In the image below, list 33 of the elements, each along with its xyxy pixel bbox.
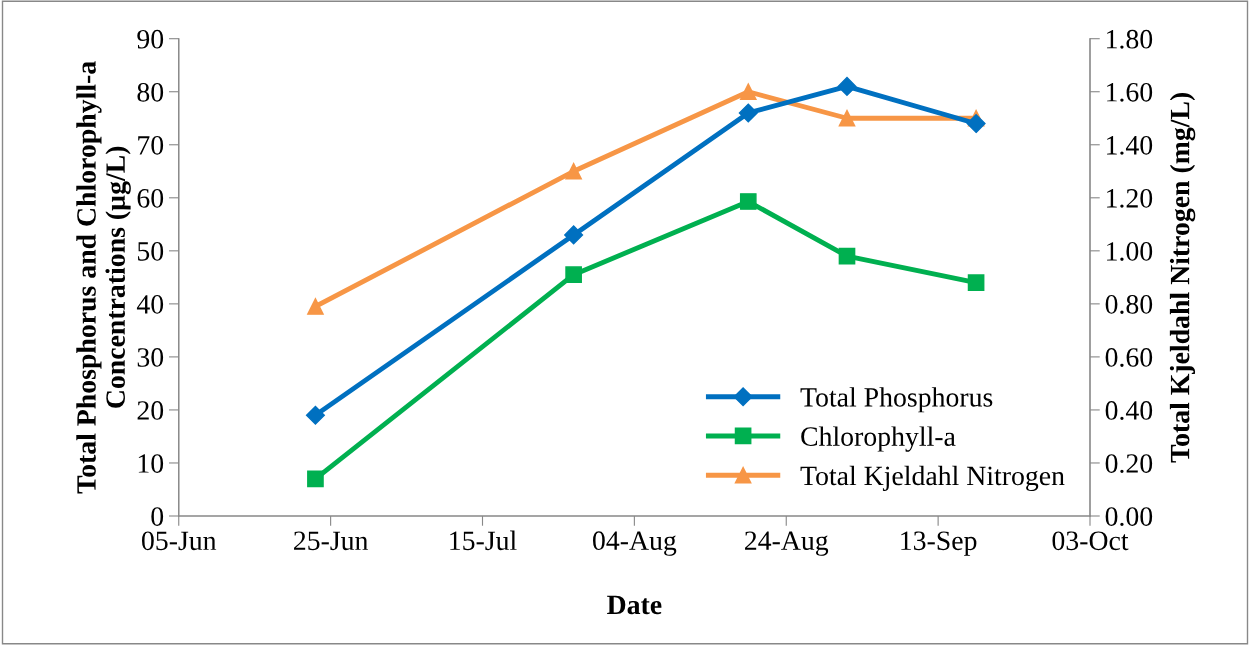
y2-axis-title: Total Kjeldahl Nitrogen (mg/L) bbox=[1169, 92, 1196, 463]
x-tick-label: 24-Aug bbox=[745, 531, 829, 556]
x-axis-title: Date bbox=[607, 595, 662, 615]
x-tick-label: 03-Oct bbox=[1052, 531, 1129, 551]
y-tick-label: 90 bbox=[137, 29, 164, 49]
y-tick-label: 40 bbox=[136, 295, 164, 314]
y2-tick-label: 1.20 bbox=[1107, 188, 1153, 208]
y2-tick-label: 1.80 bbox=[1107, 29, 1153, 49]
legend-label: Total Phosphorus bbox=[800, 387, 993, 413]
x-tick-label: 13-Sep bbox=[901, 531, 977, 556]
x-tick-label: 25-Jun bbox=[294, 531, 369, 551]
y2-tick-label: 0.80 bbox=[1105, 295, 1153, 314]
legend-label: Total Kjeldahl Nitrogen bbox=[800, 465, 1065, 491]
y-tick-label: 70 bbox=[138, 135, 164, 155]
y-tick-label: 30 bbox=[137, 348, 164, 367]
legend-label: Chlorophyll-a bbox=[801, 426, 956, 452]
y-tick-label: 50 bbox=[138, 242, 164, 261]
y-tick-label: 0 bbox=[151, 507, 164, 526]
y-axis-title: Total Phosphorus and Chlorophyll-a Concentrations (µg/L) bbox=[76, 61, 131, 494]
x-tick-label: 05-Jun bbox=[142, 531, 217, 551]
y2-tick-label: 1.00 bbox=[1107, 242, 1153, 261]
y-tick-label: 60 bbox=[137, 188, 164, 208]
y2-tick-label: 0.40 bbox=[1105, 401, 1153, 420]
x-tick-label: 04-Aug bbox=[593, 531, 677, 556]
y2-tick-label: 0.00 bbox=[1105, 507, 1153, 527]
y2-tick-label: 0.60 bbox=[1105, 348, 1153, 367]
y2-tick-label: 1.60 bbox=[1107, 82, 1153, 102]
y-tick-label: 20 bbox=[137, 401, 164, 420]
y-tick-label: 80 bbox=[137, 82, 164, 102]
y-tick-label: 10 bbox=[138, 454, 164, 473]
x-tick-label: 15-Jul bbox=[450, 530, 517, 551]
y2-tick-label: 1.40 bbox=[1107, 135, 1153, 155]
y2-tick-label: 0.20 bbox=[1105, 454, 1153, 473]
